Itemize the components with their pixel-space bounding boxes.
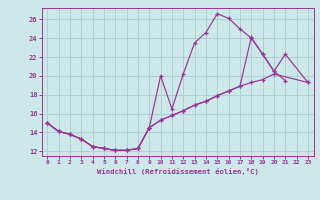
X-axis label: Windchill (Refroidissement éolien,°C): Windchill (Refroidissement éolien,°C) xyxy=(97,168,259,175)
